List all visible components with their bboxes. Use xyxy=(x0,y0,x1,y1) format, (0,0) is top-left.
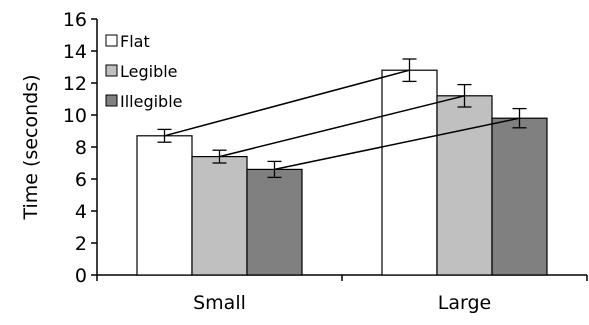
x-category-label: Small xyxy=(193,292,246,314)
legend-label-flat: Flat xyxy=(120,32,150,51)
bar-flat xyxy=(136,135,193,276)
x-axis-ticks: Small Large xyxy=(96,275,588,314)
x-category-label: Large xyxy=(438,292,491,314)
legend-label-legible: Legible xyxy=(120,62,178,81)
bar-illegible xyxy=(491,117,548,276)
bar-legible xyxy=(191,156,248,276)
y-tick-label: 8 xyxy=(75,137,87,159)
y-tick-label: 10 xyxy=(63,105,87,127)
y-tick-label: 0 xyxy=(75,265,87,287)
y-tick-label: 4 xyxy=(75,201,87,223)
y-tick-label: 12 xyxy=(63,73,87,95)
y-tick-label: 14 xyxy=(63,41,87,63)
connector-lines xyxy=(164,69,520,171)
legend: Flat Legible Illegible xyxy=(105,32,183,111)
connector-flat xyxy=(164,69,410,137)
legend-swatch-flat xyxy=(105,34,118,47)
y-tick-label: 2 xyxy=(75,233,87,255)
bar-illegible xyxy=(246,168,303,276)
y-tick-label: 6 xyxy=(75,169,87,191)
legend-swatch-legible xyxy=(105,64,118,77)
y-axis-ticks: 0 2 4 6 8 10 12 14 16 xyxy=(63,9,97,287)
bars xyxy=(136,69,548,276)
legend-swatch-illegible xyxy=(105,94,118,107)
legend-label-illegible: Illegible xyxy=(120,92,183,111)
bar-legible xyxy=(436,95,493,276)
y-tick-label: 16 xyxy=(63,9,87,31)
y-axis-title: Time (seconds) xyxy=(20,74,42,220)
connector-illegible xyxy=(274,117,520,171)
connector-legible xyxy=(219,95,465,158)
bar-flat xyxy=(381,69,438,276)
